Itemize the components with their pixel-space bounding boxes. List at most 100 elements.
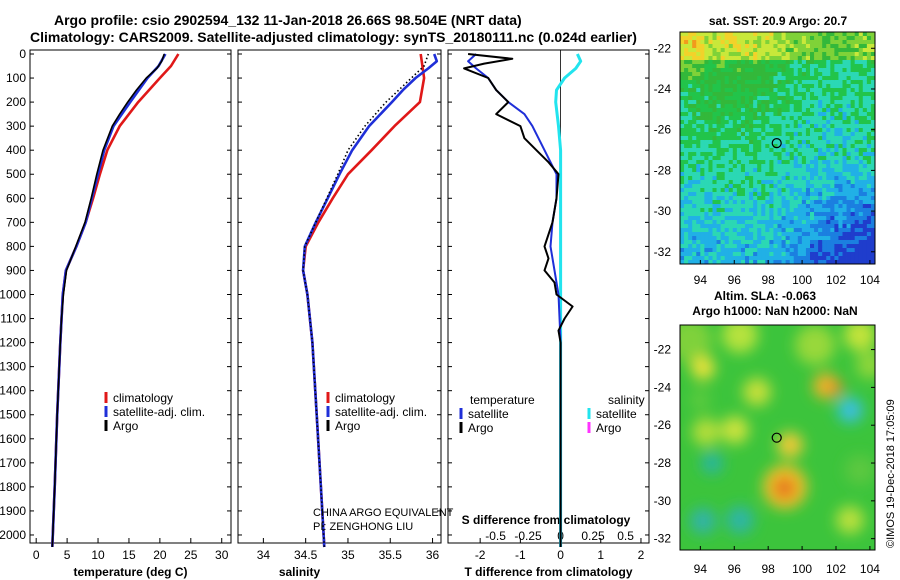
sst-cell [838,152,843,157]
sst-cell [838,144,843,149]
sst-cell [814,196,819,201]
sst-cell [728,132,734,137]
sst-cell [757,240,762,245]
sst-cell [801,56,807,61]
sst-cell [684,32,689,37]
sst-cell [769,140,774,145]
sst-cell [708,84,713,89]
sst-cell [838,204,843,209]
sst-cell [773,220,778,225]
sst-cell [712,208,717,213]
sst-cell [834,144,839,149]
sst-cell [696,152,701,157]
sst-cell [822,112,827,117]
sst-cell [858,248,864,253]
sst-cell [818,232,823,237]
sst-cell [757,124,762,129]
sst-cell [814,212,819,217]
sst-cell [765,64,770,69]
sst-cell [846,260,852,265]
sst-cell [757,208,762,213]
sst-cell [854,148,860,153]
sst-cell [862,116,868,121]
sst-cell [810,100,815,105]
sst-cell [789,236,795,241]
sst-cell [680,112,685,117]
s-tick-label: 0.25 [581,529,605,543]
sst-cell [684,64,689,69]
sst-cell [708,160,713,165]
sst-cell [700,56,705,61]
sst-cell [716,184,722,189]
sst-cell [680,248,685,253]
sst-cell [810,256,815,261]
sst-cell [846,188,852,193]
sst-cell [826,188,831,193]
sst-cell [720,168,726,173]
sst-cell [801,244,807,249]
sst-cell [814,48,819,53]
sst-cell [789,100,795,105]
sst-cell [801,180,807,185]
sst-cell [732,256,738,261]
sst-cell [870,68,876,73]
sst-cell [740,208,746,213]
sst-cell [785,152,791,157]
sst-cell [757,112,762,117]
sst-cell [720,128,726,133]
sst-cell [745,128,750,133]
sst-cell [789,56,795,61]
sst-cell [716,116,722,121]
sst-cell [712,124,717,129]
sst-cell [830,140,835,145]
sst-cell [736,188,742,193]
map-x-tick-label: 100 [792,562,812,576]
sst-cell [785,124,791,129]
sst-cell [720,88,726,93]
sst-cell [781,92,787,97]
sst-cell [805,108,811,113]
sst-cell [814,52,819,57]
sst-cell [740,80,746,85]
sst-cell [761,160,766,165]
sst-cell [862,140,868,145]
sst-cell [850,180,856,185]
sst-cell [858,92,864,97]
sst-cell [818,76,823,81]
sst-cell [761,188,766,193]
sst-cell [862,112,868,117]
sst-cell [720,228,726,233]
sst-cell [724,216,730,221]
sst-cell [696,68,701,73]
sst-cell [842,136,847,141]
sst-cell [761,192,766,197]
sst-cell [862,144,868,149]
sst-cell [797,40,803,45]
sst-cell [777,128,782,133]
sst-cell [822,64,827,69]
sst-cell [708,180,713,185]
sst-cell [700,64,705,69]
sst-cell [842,192,847,197]
sst-cell [736,212,742,217]
sst-cell [842,68,847,73]
sst-cell [728,72,734,77]
sst-cell [785,220,791,225]
sst-cell [814,68,819,73]
sst-cell [826,256,831,261]
sst-cell [850,68,856,73]
sst-cell [684,224,689,229]
sst-cell [797,124,803,129]
sst-cell [858,148,864,153]
sst-cell [732,128,738,133]
sst-cell [846,192,852,197]
sst-cell [716,56,722,61]
sst-cell [708,104,713,109]
sst-cell [801,112,807,117]
sst-cell [850,232,856,237]
sst-cell [834,196,839,201]
sst-cell [789,32,795,37]
sst-cell [797,164,803,169]
sst-cell [688,220,693,225]
sst-cell [858,184,864,189]
